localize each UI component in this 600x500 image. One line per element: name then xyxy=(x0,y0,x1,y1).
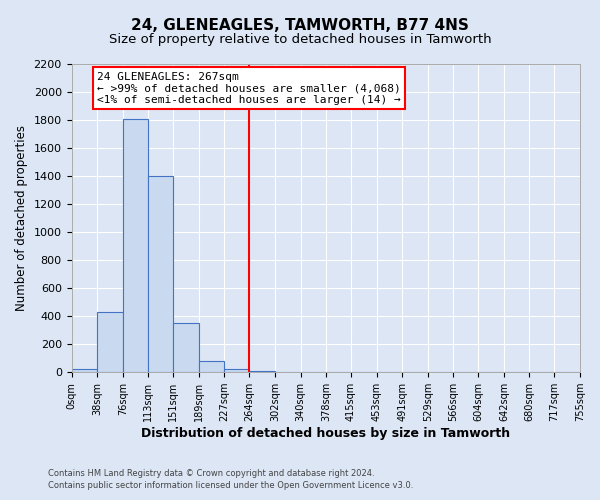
Bar xyxy=(199,361,224,372)
Y-axis label: Number of detached properties: Number of detached properties xyxy=(15,125,28,311)
Bar xyxy=(250,371,275,372)
Bar xyxy=(71,370,97,372)
Bar xyxy=(123,118,148,372)
Bar xyxy=(148,176,173,372)
Text: Contains HM Land Registry data © Crown copyright and database right 2024.: Contains HM Land Registry data © Crown c… xyxy=(48,468,374,477)
Text: 24 GLENEAGLES: 267sqm
← >99% of detached houses are smaller (4,068)
<1% of semi-: 24 GLENEAGLES: 267sqm ← >99% of detached… xyxy=(97,72,401,105)
Text: Contains public sector information licensed under the Open Government Licence v3: Contains public sector information licen… xyxy=(48,481,413,490)
Bar xyxy=(97,312,123,372)
Bar xyxy=(173,323,199,372)
Text: 24, GLENEAGLES, TAMWORTH, B77 4NS: 24, GLENEAGLES, TAMWORTH, B77 4NS xyxy=(131,18,469,32)
X-axis label: Distribution of detached houses by size in Tamworth: Distribution of detached houses by size … xyxy=(141,427,511,440)
Bar xyxy=(224,368,250,372)
Text: Size of property relative to detached houses in Tamworth: Size of property relative to detached ho… xyxy=(109,32,491,46)
